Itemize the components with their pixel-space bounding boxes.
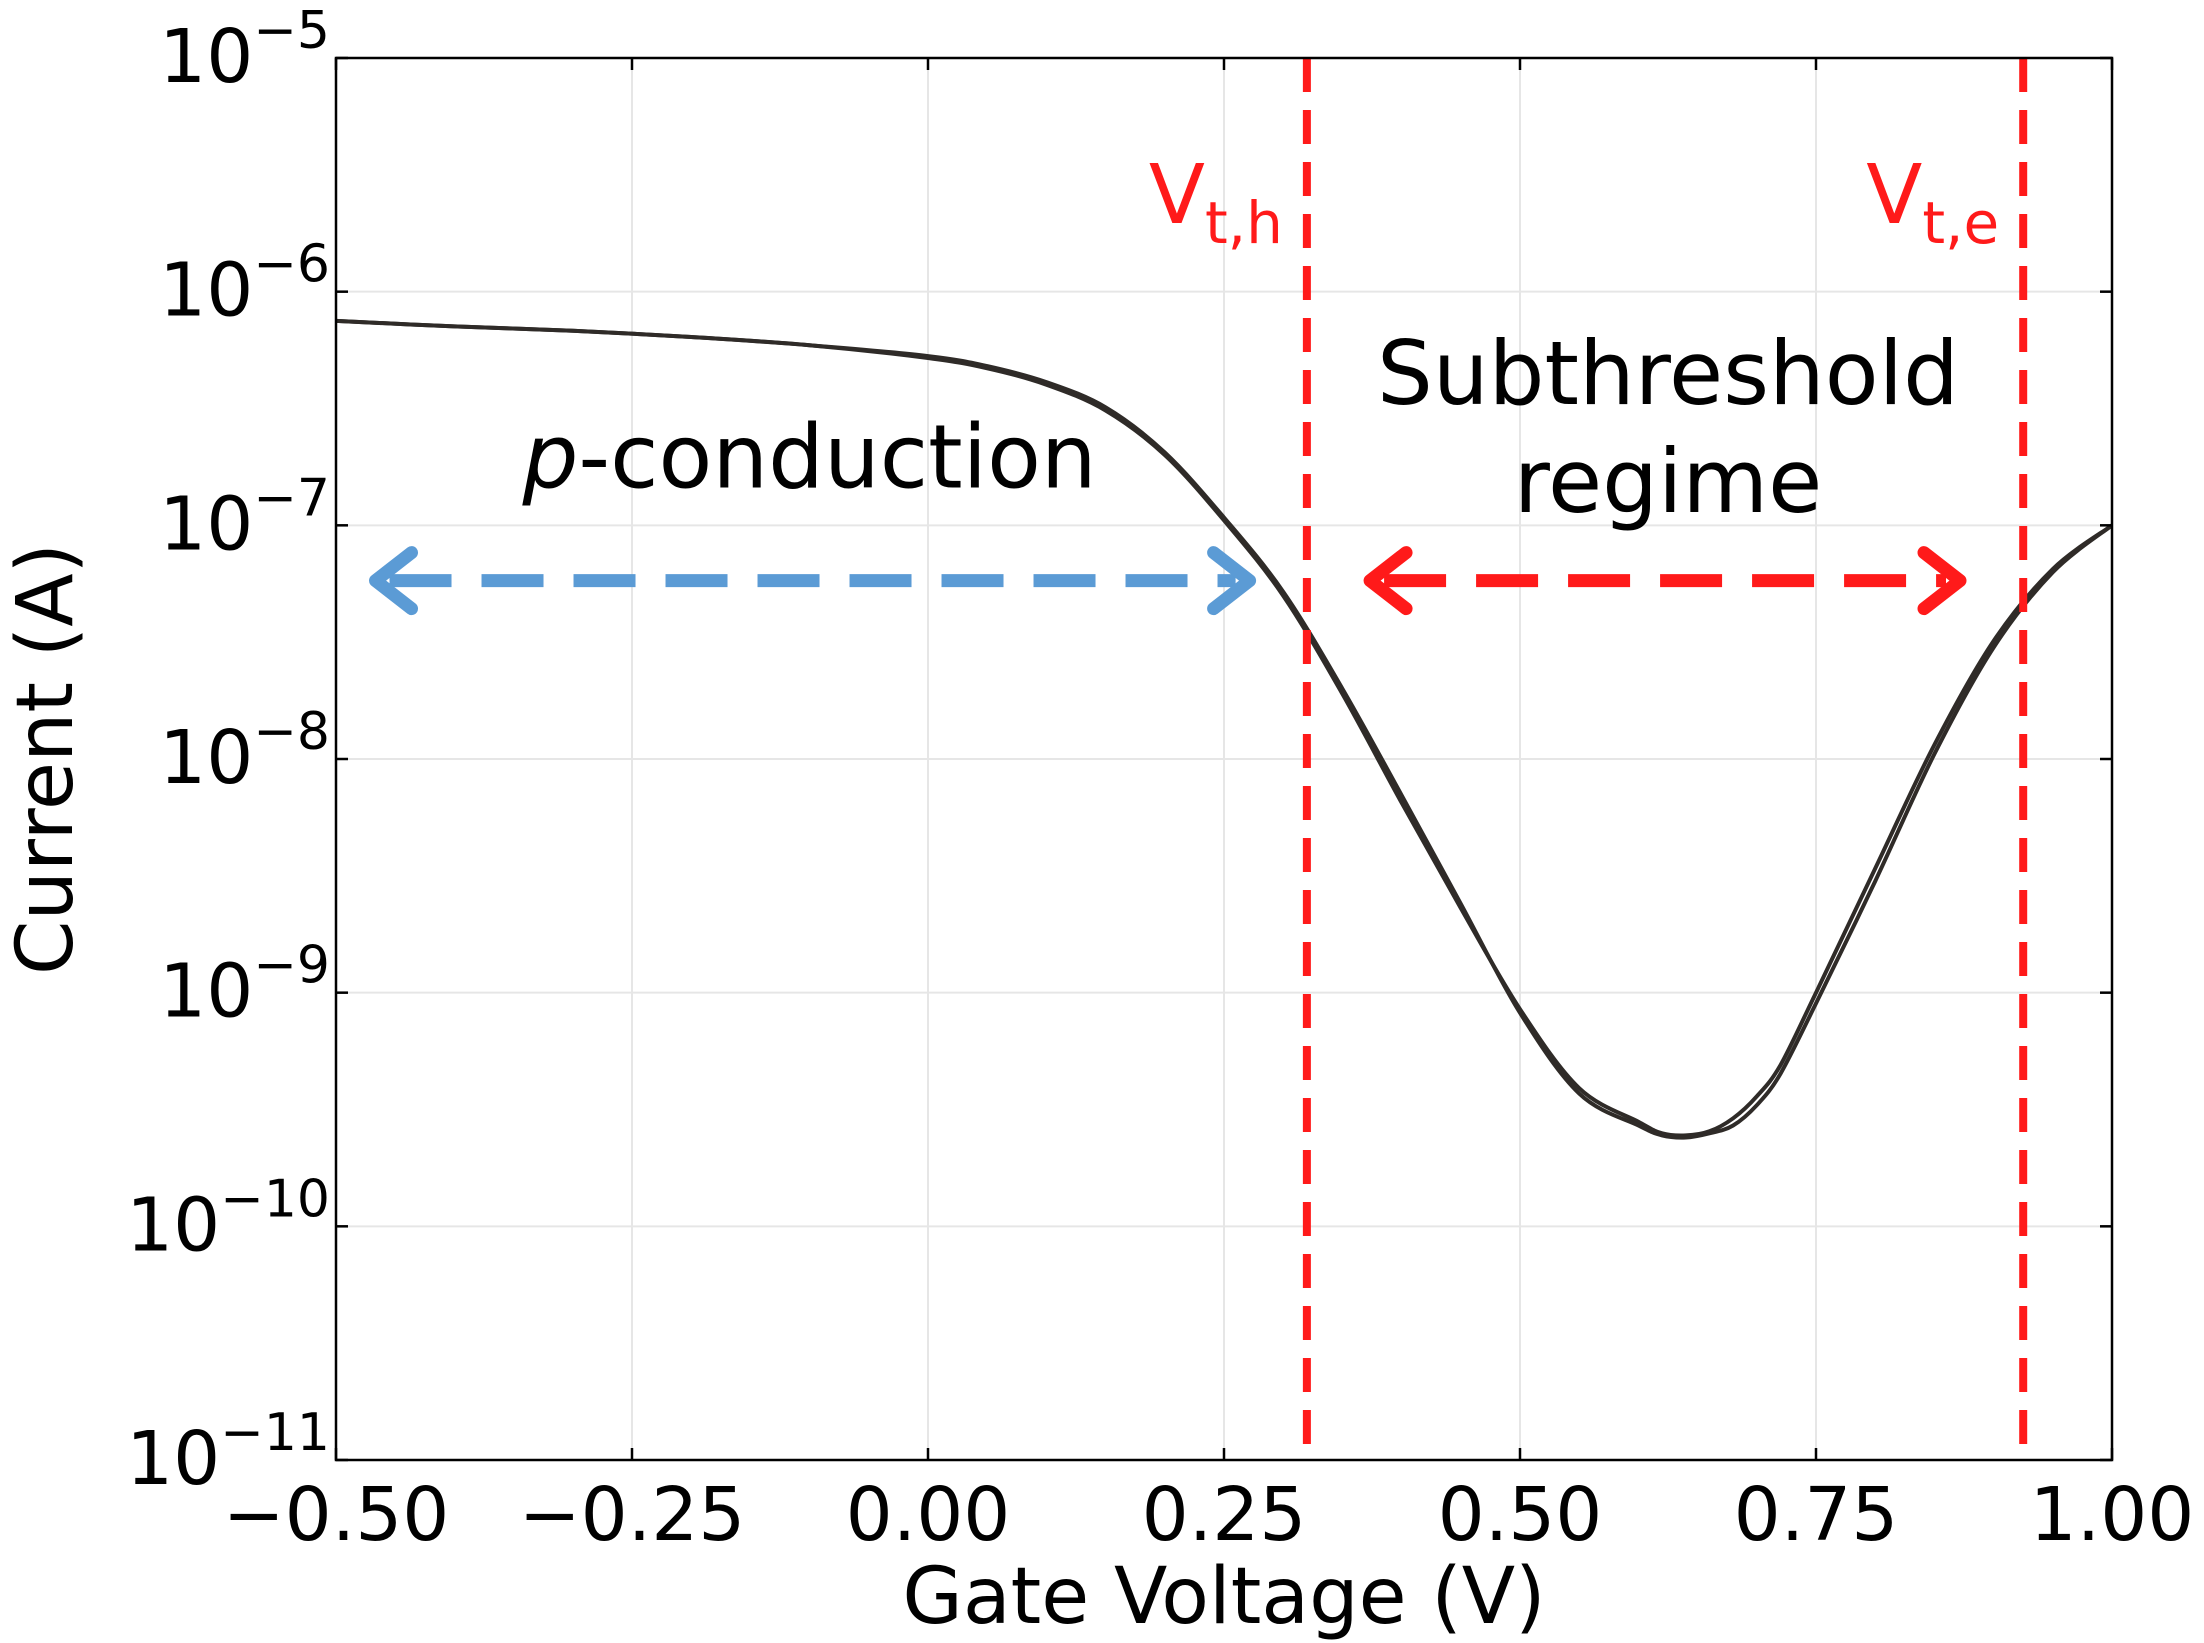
threshold-label-1: Vt,h [1149, 148, 1283, 257]
blue-arrow-head-left [369, 546, 419, 616]
y-tick-label: 10−5 [159, 1, 330, 100]
y-tick-label: 10−8 [159, 702, 330, 801]
red-arrow-head-left [1363, 546, 1413, 616]
annotation-subthreshold: Subthreshold regime [1377, 322, 1959, 533]
y-tick-label: 10−11 [126, 1403, 330, 1502]
x-tick-label: 0.25 [1142, 1472, 1307, 1558]
x-tick-label: 0.75 [1734, 1472, 1899, 1558]
x-tick-label: 1.00 [2030, 1472, 2195, 1558]
threshold-label-2: Vt,e [1866, 148, 1999, 257]
ticks: −0.50 −0.25 0.00 0.25 0.50 0.75 1.00 10−5 10−6 10… [126, 1, 2194, 1558]
y-axis-label: Current (A) [1, 543, 91, 975]
threshold-lines: Vt,h Vt,e [1149, 58, 2028, 1460]
x-tick-label: −0.25 [519, 1472, 746, 1558]
arrows [369, 546, 1967, 616]
annotation-p-conduction: p-conduction [521, 406, 1096, 509]
x-tick-label: −0.50 [223, 1472, 450, 1558]
series-group [336, 318, 2112, 1140]
annotations: p-conduction Subthreshold regime [521, 322, 1958, 533]
x-tick-label: 0.00 [846, 1472, 1011, 1558]
y-tick-label: 10−6 [159, 235, 330, 334]
y-tick-label: 10−10 [126, 1169, 330, 1268]
blue-arrow-head-right [1207, 546, 1257, 616]
y-tick-label: 10−9 [159, 936, 330, 1035]
grid [335, 57, 2113, 1461]
x-tick-label: 0.50 [1438, 1472, 1603, 1558]
y-tick-label: 10−7 [159, 468, 330, 567]
x-axis-label: Gate Voltage (V) [902, 1552, 1545, 1642]
red-arrow-head-right [1917, 546, 1967, 616]
iv-curve-2 [336, 318, 2112, 1140]
